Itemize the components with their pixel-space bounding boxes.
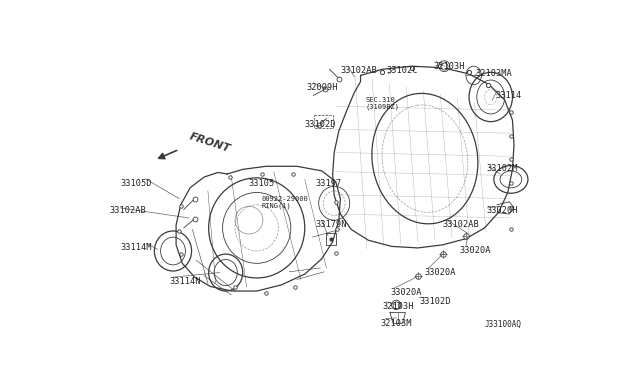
- Text: 33105D: 33105D: [120, 179, 152, 187]
- Text: 33114: 33114: [495, 91, 522, 100]
- Text: 00922-29000
RING(1): 00922-29000 RING(1): [261, 196, 308, 209]
- Bar: [314, 115, 333, 128]
- Text: J33100AQ: J33100AQ: [484, 320, 522, 329]
- Text: 33179N: 33179N: [316, 220, 347, 229]
- Text: 32103H: 32103H: [433, 62, 465, 71]
- Text: 32103MA: 32103MA: [476, 69, 512, 78]
- Text: 33197: 33197: [316, 179, 342, 187]
- Text: SEC.310
(3109BZ): SEC.310 (3109BZ): [365, 97, 399, 110]
- Text: 33020A: 33020A: [390, 288, 422, 297]
- Text: 32009H: 32009H: [307, 83, 338, 92]
- Text: 33105: 33105: [249, 179, 275, 187]
- Text: 33102D: 33102D: [419, 297, 451, 306]
- Text: 33114M: 33114M: [120, 243, 152, 252]
- Text: 33020H: 33020H: [486, 206, 518, 215]
- Text: 33020A: 33020A: [424, 268, 456, 277]
- Text: 33102AB: 33102AB: [443, 220, 479, 229]
- Text: 33102AB: 33102AB: [109, 206, 146, 215]
- Text: 33102D: 33102D: [305, 120, 336, 129]
- Text: FRONT: FRONT: [189, 132, 232, 154]
- Text: 33102AB: 33102AB: [340, 66, 377, 75]
- Text: 33102M: 33102M: [486, 164, 518, 173]
- Text: 32103M: 32103M: [381, 319, 412, 328]
- Text: 32103H: 32103H: [382, 302, 413, 311]
- Text: 33114N: 33114N: [170, 277, 202, 286]
- Text: 33102C: 33102C: [387, 66, 419, 75]
- Text: 33020A: 33020A: [460, 246, 492, 256]
